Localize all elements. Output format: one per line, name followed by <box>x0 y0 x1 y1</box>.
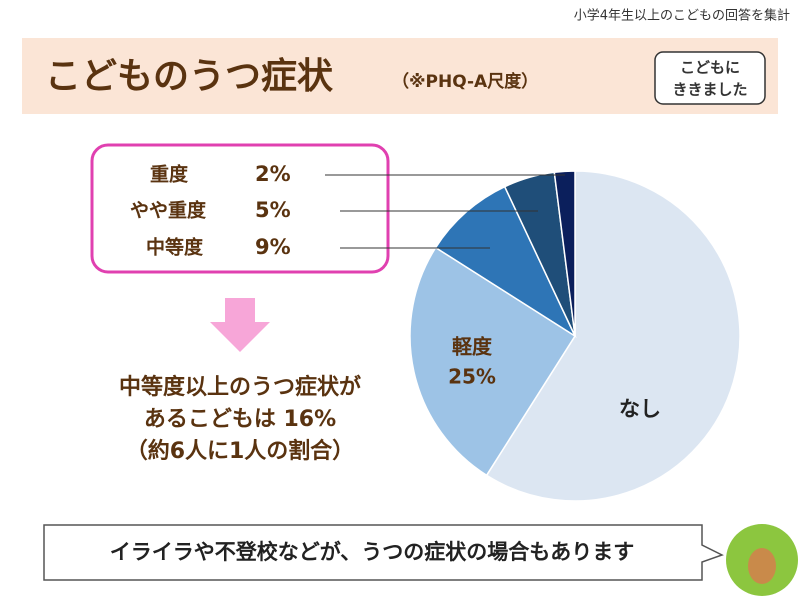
summary-line: 中等度以上のうつ症状が <box>119 374 361 400</box>
legend-label: やや重度 <box>130 199 207 222</box>
legend-label: 重度 <box>150 163 189 186</box>
footer-box <box>43 524 724 581</box>
legend-label: 中等度 <box>146 236 204 259</box>
slice-label: なし <box>619 397 661 421</box>
badge <box>654 51 766 105</box>
badge-line: こどもに <box>680 59 740 77</box>
pie-slice <box>485 170 741 502</box>
badge-line: ききました <box>672 81 747 99</box>
slice-label: 軽度 <box>452 335 493 359</box>
pie-slice <box>553 170 576 337</box>
pie-slice <box>434 185 577 339</box>
title-band <box>22 38 778 114</box>
pie-slice <box>409 246 577 477</box>
arrow <box>210 298 270 352</box>
summary-line: （約6人に1人の割合） <box>126 438 355 464</box>
pie <box>409 170 741 502</box>
legend-box <box>90 143 390 274</box>
title: こどものうつ症状 <box>45 56 334 97</box>
legend-value: 2% <box>255 162 291 186</box>
subtitle: （※PHQ-A尺度） <box>392 71 538 92</box>
slice-value: 25% <box>448 365 496 389</box>
legend-value: 5% <box>255 198 291 222</box>
footer-text: イライラや不登校などが、うつの症状の場合もあります <box>110 540 635 564</box>
summary-line: あるこどもは 16% <box>144 407 336 432</box>
header-note: 小学4年生以上のこどもの回答を集計 <box>574 8 790 24</box>
logo-figure <box>748 548 776 584</box>
legend-value: 9% <box>255 235 291 259</box>
